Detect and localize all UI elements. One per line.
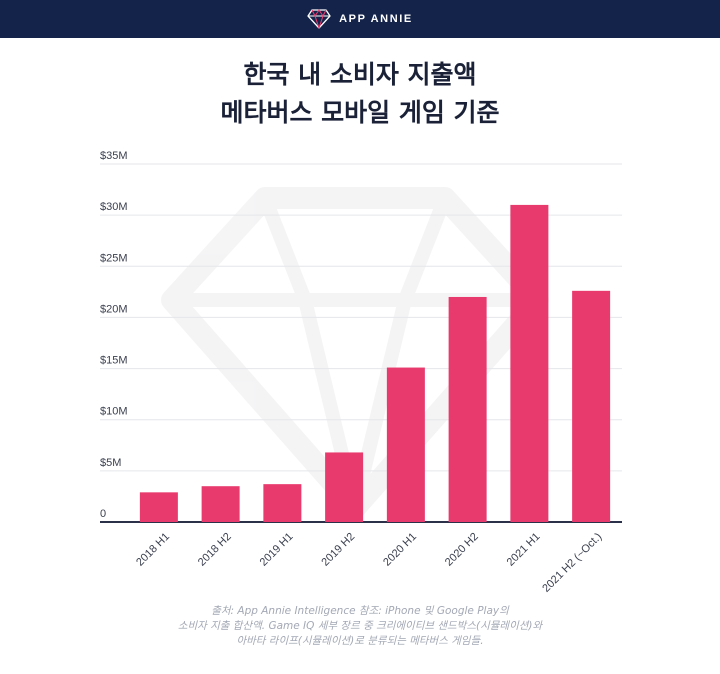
footnote-line-1: 출처: App Annie Intelligence 참조: iPhone 및 …	[211, 605, 509, 617]
footnote-line-2: 소비자 지출 합산액. Game IQ 세부 장르 중 크리에이티브 샌드박스(…	[177, 620, 543, 632]
x-tick-label: 2021 H2 (~Oct.)	[540, 531, 604, 595]
bar	[448, 296, 487, 522]
x-tick-label: 2018 H2	[196, 531, 234, 569]
y-tick-label: $25M	[100, 252, 128, 264]
title-line-2: 메타버스 모바일 게임 기준	[220, 98, 500, 127]
y-tick-label: $5M	[100, 457, 121, 469]
bar	[510, 204, 549, 522]
diamond-logo-icon	[307, 9, 331, 29]
x-tick-label: 2019 H2	[319, 531, 357, 569]
y-tick-label: $20M	[100, 303, 128, 315]
chart-footnote: 출처: App Annie Intelligence 참조: iPhone 및 …	[0, 604, 720, 649]
bar	[325, 452, 364, 522]
bar	[386, 367, 425, 522]
title-line-1: 한국 내 소비자 지출액	[243, 60, 477, 89]
y-tick-label: $10M	[100, 406, 128, 418]
x-tick-label: 2018 H1	[134, 531, 172, 569]
x-tick-label: 2019 H1	[258, 531, 296, 569]
bar	[263, 484, 302, 522]
y-tick-label: $35M	[100, 150, 128, 162]
bar	[201, 486, 240, 522]
x-tick-label: 2020 H2	[443, 531, 481, 569]
y-tick-label: $15M	[100, 355, 128, 367]
bar	[139, 492, 178, 522]
bar	[572, 290, 611, 522]
x-tick-label: 2021 H1	[505, 531, 543, 569]
brand-name: APP ANNIE	[339, 13, 413, 25]
y-tick-label: $30M	[100, 201, 128, 213]
y-tick-label: 0	[100, 508, 106, 520]
footnote-line-3: 아바타 라이프(시뮬레이션)로 분류되는 메타버스 게임들.	[236, 635, 484, 647]
brand: APP ANNIE	[307, 9, 413, 29]
bar-chart: 0 $5M $10M $15M $20M $25M $30M $35M 2018 H1 2018 …	[100, 150, 622, 595]
header-bar: APP ANNIE	[0, 0, 720, 38]
x-tick-label: 2020 H1	[381, 531, 419, 569]
page-title: 한국 내 소비자 지출액 메타버스 모바일 게임 기준	[0, 56, 720, 132]
